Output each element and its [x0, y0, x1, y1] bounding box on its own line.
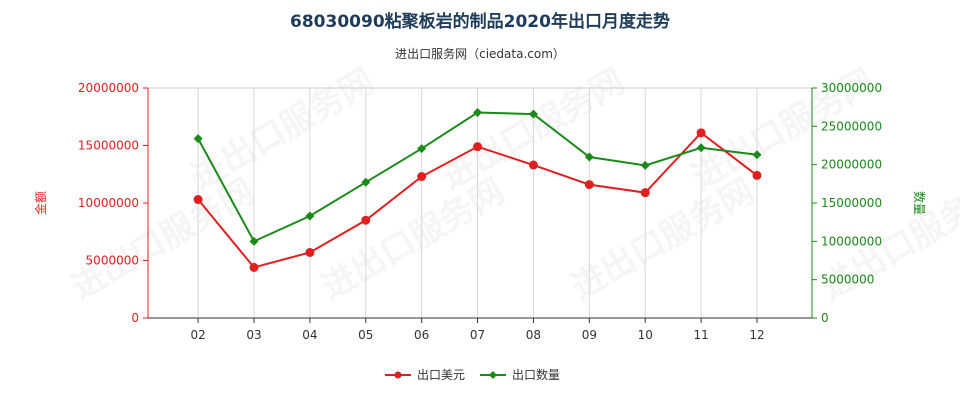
x-tick-label: 04 [302, 328, 317, 342]
data-point [473, 108, 483, 118]
axis-layer: 0 5000000 10000000 15000000 20000000 0 5000000… [78, 81, 882, 342]
right-tick-label: 30000000 [821, 81, 882, 95]
right-tick-label: 0 [821, 311, 829, 325]
left-tick-label: 15000000 [78, 139, 139, 153]
data-point [584, 180, 594, 190]
chart-subtitle: 进出口服务网（ciedata.com） [395, 46, 565, 61]
watermark-text: 进出口服务网 [185, 61, 382, 198]
data-point [696, 143, 706, 153]
data-point [361, 177, 371, 187]
watermark-text: 进出口服务网 [435, 61, 632, 198]
x-tick-label: 05 [358, 328, 373, 342]
chart-title: 68030090粘聚板岩的制品2020年出口月度走势 [290, 11, 670, 32]
series-layer [193, 108, 762, 272]
right-tick-label: 5000000 [821, 273, 874, 287]
data-point [752, 150, 762, 160]
legend: 出口美元 出口数量 [385, 367, 560, 382]
right-tick-label: 15000000 [821, 196, 882, 210]
data-point [473, 142, 483, 152]
data-point [193, 134, 203, 144]
x-tick-label: 07 [470, 328, 485, 342]
right-tick-label: 20000000 [821, 158, 882, 172]
right-tick-label: 10000000 [821, 234, 882, 248]
legend-swatch-marker [394, 371, 402, 379]
data-point [249, 236, 259, 246]
left-tick-label: 10000000 [78, 196, 139, 210]
watermark-text: 进出口服务网 [315, 171, 512, 308]
x-tick-label: 11 [693, 328, 708, 342]
left-axis-title: 金额 [33, 191, 48, 215]
legend-item[interactable]: 出口数量 [480, 367, 560, 382]
x-tick-label: 02 [190, 328, 205, 342]
data-point [752, 170, 762, 180]
x-tick-label: 09 [582, 328, 597, 342]
x-tick-label: 06 [414, 328, 429, 342]
data-point [640, 188, 650, 198]
left-tick-label: 20000000 [78, 81, 139, 95]
x-tick-label: 03 [246, 328, 261, 342]
data-point [305, 247, 315, 257]
x-tick-label: 12 [749, 328, 764, 342]
legend-swatch-marker [489, 371, 497, 379]
data-point [305, 211, 315, 221]
left-tick-label: 5000000 [86, 254, 139, 268]
data-point [417, 172, 427, 182]
data-point [361, 215, 371, 225]
left-tick-label: 0 [131, 311, 139, 325]
data-point [584, 152, 594, 162]
data-point [193, 195, 203, 205]
x-tick-label: 10 [638, 328, 653, 342]
legend-item[interactable]: 出口美元 [385, 368, 465, 382]
data-point [417, 144, 427, 154]
legend-label: 出口数量 [512, 367, 560, 382]
data-point [249, 262, 259, 272]
data-point [640, 160, 650, 170]
data-point [528, 109, 538, 119]
legend-label: 出口美元 [417, 368, 465, 382]
right-tick-label: 25000000 [821, 119, 882, 133]
x-tick-label: 08 [526, 328, 541, 342]
right-axis-title: 数量 [912, 191, 927, 215]
data-point [696, 128, 706, 138]
data-point [528, 160, 538, 170]
watermark-text: 进出口服务网 [565, 171, 762, 308]
